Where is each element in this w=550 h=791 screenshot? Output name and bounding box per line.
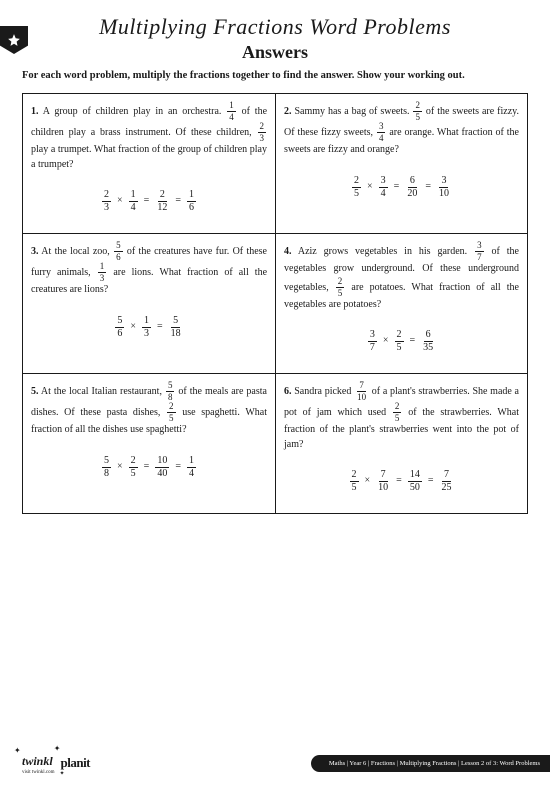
question-text: Sammy has a bag of sweets. bbox=[292, 106, 413, 117]
question-text: Aziz grows vegetables in his garden. bbox=[292, 246, 475, 257]
equation: 25×34=620=310 bbox=[284, 176, 519, 199]
equation: 58×25=1040=14 bbox=[31, 456, 267, 479]
equation: 23×14=212=16 bbox=[31, 190, 267, 213]
question-number: 4. bbox=[284, 246, 292, 257]
page-footer: ✦ ✦ ✦ twinkl visit twinkl.com planit Mat… bbox=[0, 749, 550, 777]
star-icon bbox=[7, 33, 21, 47]
equation: 37×25=635 bbox=[284, 330, 519, 353]
problem-cell: 6. Sandra picked 710 of a plant's strawb… bbox=[275, 374, 527, 513]
question-text: play a trumpet. What fraction of the gro… bbox=[31, 144, 267, 170]
twinkl-url: visit twinkl.com bbox=[22, 770, 55, 775]
question-number: 3. bbox=[31, 246, 39, 257]
question-text: Sandra picked bbox=[292, 386, 355, 397]
equation: 56×13=518 bbox=[31, 316, 267, 339]
planit-logo: planit bbox=[61, 755, 91, 771]
problem-cell: 2. Sammy has a bag of sweets. 25 of the … bbox=[275, 94, 527, 233]
page-title: Multiplying Fractions Word Problems bbox=[0, 14, 550, 40]
problem-cell: 5. At the local Italian restaurant, 58 o… bbox=[23, 374, 275, 513]
table-row: 3. At the local zoo, 56 of the creatures… bbox=[23, 233, 527, 373]
question-number: 5. bbox=[31, 386, 39, 397]
instructions-text: For each word problem, multiply the frac… bbox=[0, 63, 550, 93]
twinkl-logo: ✦ ✦ ✦ twinkl visit twinkl.com bbox=[22, 752, 55, 775]
problem-cell: 1. A group of children play in an orches… bbox=[23, 94, 275, 233]
question-number: 6. bbox=[284, 386, 292, 397]
question-number: 1. bbox=[31, 106, 39, 117]
problem-cell: 4. Aziz grows vegetables in his garden. … bbox=[275, 234, 527, 373]
table-row: 1. A group of children play in an orches… bbox=[23, 94, 527, 233]
footer-breadcrumb: Maths | Year 6 | Fractions | Multiplying… bbox=[311, 755, 550, 772]
question-text: A group of children play in an orchestra… bbox=[39, 106, 227, 117]
twinkl-logo-text: twinkl bbox=[22, 754, 53, 768]
footer-left: ✦ ✦ ✦ twinkl visit twinkl.com planit bbox=[0, 752, 90, 775]
question-number: 2. bbox=[284, 106, 292, 117]
answers-subtitle: Answers bbox=[0, 42, 550, 63]
problems-grid: 1. A group of children play in an orches… bbox=[22, 93, 528, 514]
equation: 25×710=1450=725 bbox=[284, 470, 519, 493]
question-text: At the local Italian restaurant, bbox=[39, 386, 165, 397]
problem-cell: 3. At the local zoo, 56 of the creatures… bbox=[23, 234, 275, 373]
question-text: At the local zoo, bbox=[39, 246, 114, 257]
table-row: 5. At the local Italian restaurant, 58 o… bbox=[23, 373, 527, 513]
